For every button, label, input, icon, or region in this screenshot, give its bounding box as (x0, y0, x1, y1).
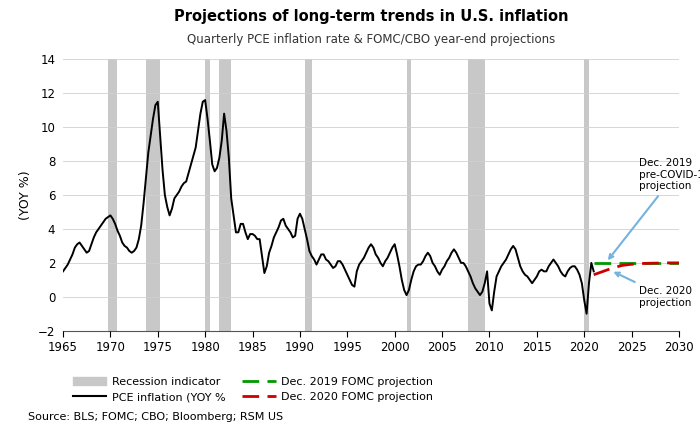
Bar (108, 59, 118, 331)
Text: Projections of long-term trends in U.S. inflation: Projections of long-term trends in U.S. … (174, 9, 568, 24)
Y-axis label: (YOY %): (YOY %) (20, 170, 32, 220)
Bar (584, 59, 589, 331)
Text: Source: BLS; FOMC; CBO; Bloomberg; RSM US: Source: BLS; FOMC; CBO; Bloomberg; RSM U… (28, 412, 283, 422)
Text: Quarterly PCE inflation rate & FOMC/CBO year-end projections: Quarterly PCE inflation rate & FOMC/CBO … (187, 33, 555, 46)
Text: Dec. 2019
pre-COVID-19
projection: Dec. 2019 pre-COVID-19 projection (609, 158, 700, 259)
Bar (304, 59, 312, 331)
Bar (219, 59, 231, 331)
Legend: Recession indicator, PCE inflation (YOY %, Dec. 2019 FOMC projection, Dec. 2020 : Recession indicator, PCE inflation (YOY … (69, 372, 438, 407)
Bar (468, 59, 484, 331)
Text: Dec. 2020
projection: Dec. 2020 projection (615, 273, 692, 307)
Bar (205, 59, 210, 331)
Bar (146, 59, 160, 331)
Bar (407, 59, 412, 331)
